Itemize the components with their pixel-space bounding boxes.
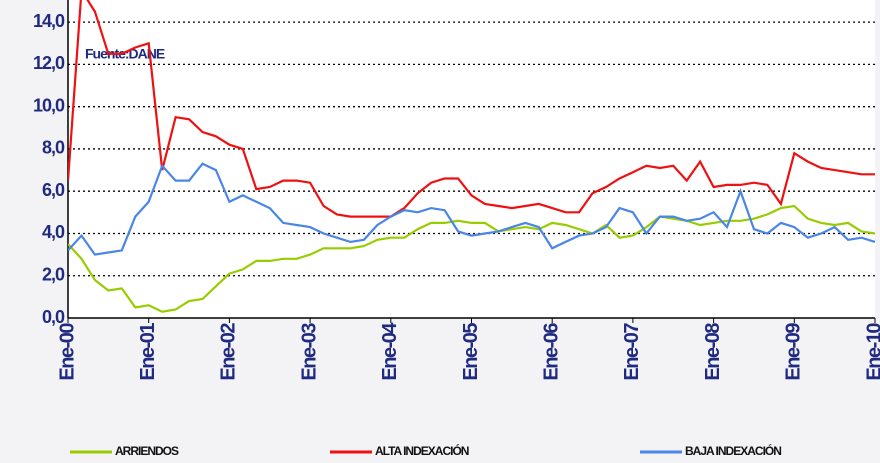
- x-tick-label: Ene-00: [56, 323, 78, 381]
- y-tick-label: 14,0: [33, 11, 65, 31]
- x-tick-label: Ene-06: [540, 323, 562, 381]
- y-tick-label: 2,0: [42, 264, 65, 284]
- legend-label: BAJA INDEXACIÓN: [685, 443, 781, 458]
- y-tick-label: 0,0: [42, 307, 65, 327]
- y-tick-label: 8,0: [42, 138, 65, 158]
- x-tick-label: Ene-01: [137, 323, 159, 381]
- x-tick-label: Ene-03: [298, 323, 320, 381]
- x-tick-label: Ene-08: [702, 323, 724, 381]
- y-tick-label: 4,0: [42, 222, 65, 242]
- x-tick-label: Ene-10: [863, 323, 880, 381]
- x-tick-label: Ene-04: [379, 322, 401, 381]
- series-line: [68, 162, 875, 256]
- series-group: [68, 0, 875, 313]
- x-tick-label: Ene-09: [783, 323, 805, 381]
- annotation: Fuente:DANE: [85, 46, 165, 62]
- y-tick-label: 6,0: [42, 180, 65, 200]
- x-tick-label: Ene-02: [218, 323, 240, 381]
- y-tick-label: 10,0: [33, 95, 65, 115]
- legend-label: ARRIENDOS: [115, 444, 179, 458]
- x-tick-label: Ene-07: [621, 323, 643, 381]
- series-line: [68, 204, 875, 313]
- series-line: [68, 0, 875, 218]
- x-tick-label: Ene-05: [460, 323, 482, 381]
- legend-label: ALTA INDEXACIÓN: [375, 443, 469, 458]
- plot-area: [68, 0, 875, 318]
- y-tick-label: 12,0: [33, 53, 65, 73]
